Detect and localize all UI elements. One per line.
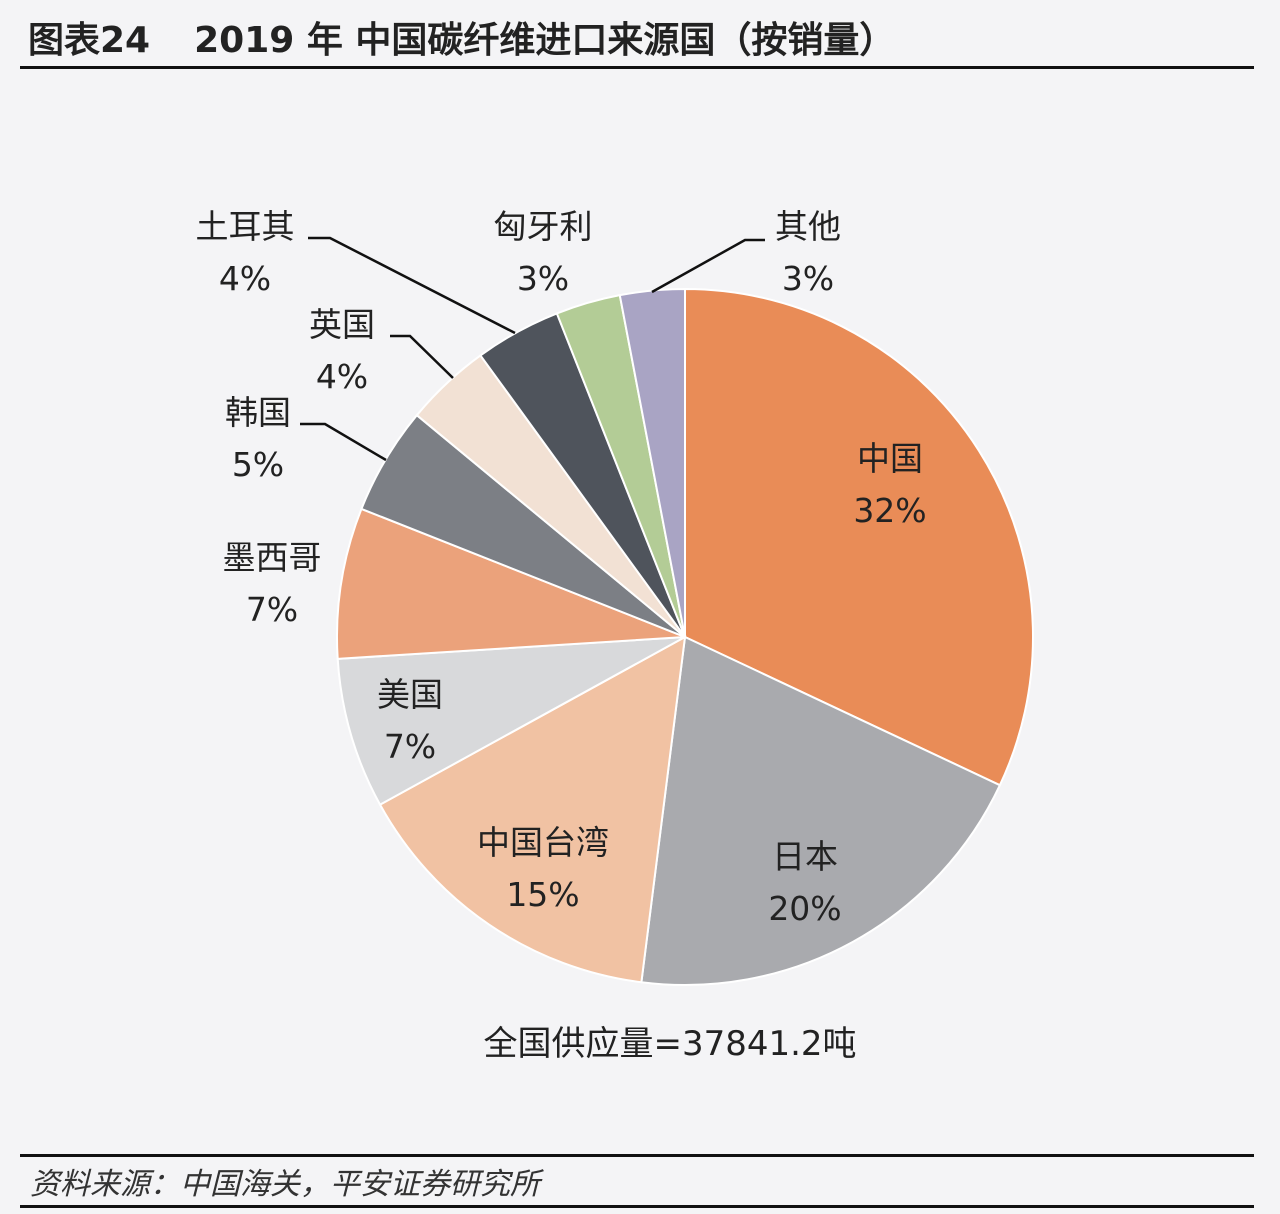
slice-percent-label-8: 3% [517, 259, 569, 298]
slice-name-label-0: 中国 [857, 439, 923, 478]
slice-name-label-4: 墨西哥 [223, 538, 322, 577]
figure-label: 图表24 [28, 20, 151, 61]
leader-line-5 [300, 422, 387, 462]
pie-slices [336, 287, 1034, 987]
slice-percent-label-5: 5% [232, 445, 284, 484]
chart-title: 2019 年 中国碳纤维进口来源国（按销量） [194, 20, 896, 61]
slice-percent-label-0: 32% [853, 491, 926, 530]
pie-slice-0 [684, 287, 1034, 787]
leader-lines [300, 236, 765, 462]
footer-bar: 资料来源：中国海关，平安证券研究所 [20, 1154, 1254, 1208]
pie-slice-2 [378, 635, 687, 984]
slice-percent-label-3: 7% [384, 727, 436, 766]
pie-slice-3 [336, 636, 686, 807]
slice-percent-label-7: 4% [219, 259, 271, 298]
slice-percent-label-6: 4% [316, 357, 368, 396]
leader-line-7 [308, 236, 516, 335]
slice-name-label-7: 土耳其 [196, 207, 295, 246]
slice-name-label-3: 美国 [377, 675, 443, 714]
pie-slice-4 [336, 507, 686, 660]
slice-percent-label-4: 7% [246, 590, 298, 629]
pie-slice-1 [640, 635, 1002, 987]
slice-name-label-9: 其他 [775, 207, 841, 246]
leader-line-6 [390, 334, 454, 379]
slice-percent-label-1: 20% [768, 889, 841, 928]
slice-name-label-1: 日本 [772, 837, 838, 876]
slice-percent-label-2: 15% [506, 875, 579, 914]
total-supply-note: 全国供应量=37841.2吨 [483, 1024, 857, 1064]
slice-percent-label-9: 3% [782, 259, 834, 298]
figure-title-bar: 图表24 2019 年 中国碳纤维进口来源国（按销量） [20, 8, 1254, 69]
slice-name-label-6: 英国 [309, 305, 375, 344]
slice-labels: 中国 32% 日本 20% 中国台湾 15% 美国 7% 墨西哥 7% 韩国 5% 英国 4% 土耳其 4% 匈… [196, 207, 927, 928]
slice-name-label-2: 中国台湾 [477, 823, 609, 862]
slice-name-label-5: 韩国 [225, 393, 291, 432]
slice-name-label-8: 匈牙利 [494, 207, 593, 246]
leader-line-9 [651, 238, 765, 294]
source-note: 资料来源：中国海关，平安证券研究所 [30, 1167, 540, 1202]
